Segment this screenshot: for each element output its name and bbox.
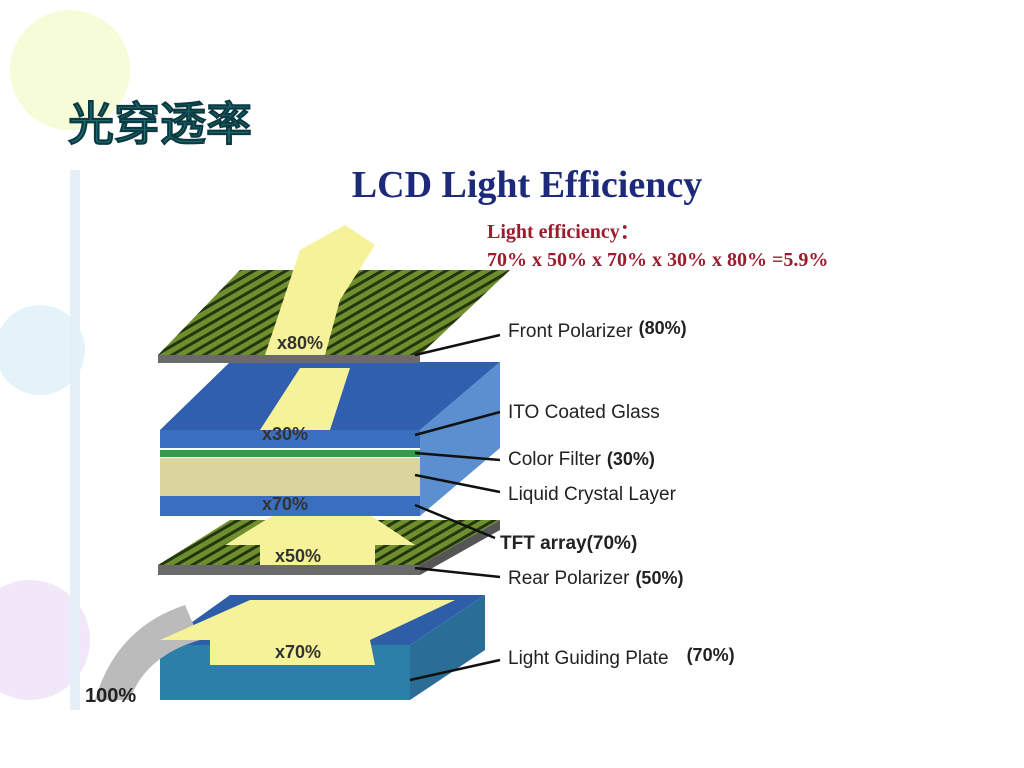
efficiency-label: Light efficiency： bbox=[487, 221, 640, 243]
front-polarizer-edge bbox=[158, 355, 420, 363]
light-arrow bbox=[160, 600, 455, 665]
block-side bbox=[420, 362, 500, 516]
light-source bbox=[95, 605, 200, 700]
layer-name: Color Filter bbox=[508, 449, 602, 470]
light-arrow bbox=[265, 225, 375, 355]
pointer bbox=[414, 473, 501, 494]
layer-mark: x70% bbox=[262, 494, 308, 514]
pointers bbox=[409, 333, 501, 682]
light-arrow bbox=[260, 368, 350, 430]
layer-mark: x50% bbox=[275, 546, 321, 566]
color-filter bbox=[160, 450, 420, 457]
figure-title: LCD Light Efficiency bbox=[352, 164, 702, 206]
layer-mark: x30% bbox=[262, 424, 308, 444]
layer-name: Front Polarizer bbox=[508, 321, 633, 342]
light-guide-side bbox=[410, 595, 485, 700]
lc-layer bbox=[160, 458, 420, 496]
decoration bbox=[0, 10, 130, 710]
rear-polarizer-side bbox=[420, 520, 500, 575]
tft-array bbox=[160, 496, 420, 516]
rear-polarizer-edge bbox=[158, 565, 420, 575]
pointer bbox=[414, 451, 501, 462]
layer-name: ITO Coated Glass bbox=[508, 402, 660, 423]
pointer bbox=[414, 503, 496, 540]
pointer bbox=[414, 410, 501, 437]
layer-factor: (70%) bbox=[687, 645, 735, 665]
layer-name: TFT array(70%) bbox=[500, 533, 637, 554]
efficiency-formula: 70% x 50% x 70% x 30% x 80% =5.9% bbox=[487, 249, 828, 271]
layer-factor: (80%) bbox=[639, 318, 687, 338]
pointer bbox=[414, 566, 501, 579]
pointer bbox=[414, 333, 501, 357]
pointer bbox=[409, 658, 501, 682]
layer-name: Rear Polarizer bbox=[508, 568, 630, 589]
light-arrow bbox=[225, 505, 415, 565]
layer-mark: x80% bbox=[277, 333, 323, 353]
ito-glass bbox=[160, 430, 420, 448]
layer-stack bbox=[95, 225, 510, 700]
layer-factor: (50%) bbox=[635, 568, 683, 588]
source-label: 100% bbox=[85, 685, 136, 707]
slide-title: 光穿透率 bbox=[68, 97, 252, 151]
layer-factor: (30%) bbox=[607, 449, 655, 469]
layer-name: Light Guiding Plate bbox=[508, 648, 669, 669]
layer-name: Liquid Crystal Layer bbox=[508, 484, 677, 505]
layer-mark: x70% bbox=[275, 642, 321, 662]
layer-labels: Front Polarizer (80%) x80% ITO Coated Glass… bbox=[262, 318, 735, 669]
